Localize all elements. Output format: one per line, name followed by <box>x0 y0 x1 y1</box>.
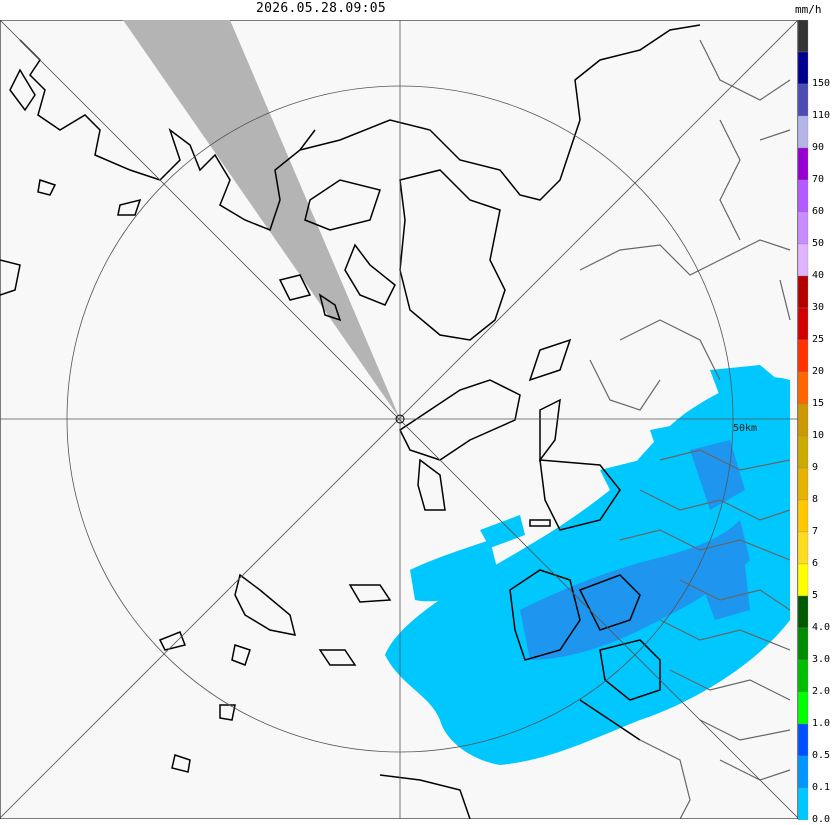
legend-swatch <box>798 147 809 181</box>
blocked-sector <box>123 20 400 419</box>
legend-swatch <box>798 243 809 277</box>
legend-label: 40 <box>812 270 825 281</box>
unit-label: mm/h <box>795 3 822 16</box>
legend-swatch <box>798 755 809 789</box>
legend-swatch <box>798 691 809 725</box>
admin-boundaries <box>579 39 791 819</box>
legend-label: 3.0 <box>812 654 831 665</box>
legend-swatch <box>798 723 809 757</box>
legend-swatch <box>798 211 809 245</box>
legend-swatch <box>798 627 809 661</box>
legend-swatch <box>798 371 809 405</box>
legend-label: 0.1 <box>812 782 831 793</box>
legend-swatch <box>798 531 809 565</box>
timestamp-label: 2026.05.28.09:05 <box>256 1 387 16</box>
legend-swatch <box>798 83 809 117</box>
legend-swatch <box>798 595 809 629</box>
legend-label: 1.0 <box>812 718 831 729</box>
legend-swatch <box>798 307 809 341</box>
legend-swatch <box>798 115 809 149</box>
legend-swatch <box>798 275 809 309</box>
legend-swatch <box>798 563 809 597</box>
legend-label: 20 <box>812 366 825 377</box>
legend-swatch <box>798 435 809 469</box>
legend-label: 60 <box>812 206 825 217</box>
legend-label: 90 <box>812 142 825 153</box>
radar-grid <box>0 20 798 819</box>
legend-label: 7 <box>812 526 819 537</box>
legend-swatch <box>798 467 809 501</box>
legend-label: 50 <box>812 238 825 249</box>
legend-swatch <box>798 339 809 373</box>
legend-swatch <box>798 179 809 213</box>
legend-label: 2.0 <box>812 686 831 697</box>
legend-label: 25 <box>812 334 825 345</box>
legend-label: 5 <box>812 590 819 601</box>
precip-light <box>385 365 790 765</box>
legend-label: 4.0 <box>812 622 831 633</box>
legend-label: 10 <box>812 430 825 441</box>
legend-swatch <box>798 787 809 820</box>
legend-label: 70 <box>812 174 825 185</box>
radar-map[interactable]: 50km <box>0 20 798 819</box>
legend-label: 150 <box>812 78 831 89</box>
legend-label: 0.0 <box>812 814 831 825</box>
rain-rate-legend <box>798 20 809 820</box>
legend-swatch <box>798 20 809 53</box>
legend-swatch <box>798 51 809 85</box>
legend-swatch <box>798 499 809 533</box>
legend-swatch <box>798 659 809 693</box>
legend-label: 6 <box>812 558 819 569</box>
legend-swatch <box>798 403 809 437</box>
legend-label: 110 <box>812 110 831 121</box>
range-ring-label: 50km <box>733 423 757 434</box>
radar-site-marker <box>395 414 405 424</box>
legend-label: 8 <box>812 494 819 505</box>
legend-label: 15 <box>812 398 825 409</box>
legend-label: 30 <box>812 302 825 313</box>
coastlines <box>0 24 701 819</box>
legend-label: 9 <box>812 462 819 473</box>
legend-label: 0.5 <box>812 750 831 761</box>
